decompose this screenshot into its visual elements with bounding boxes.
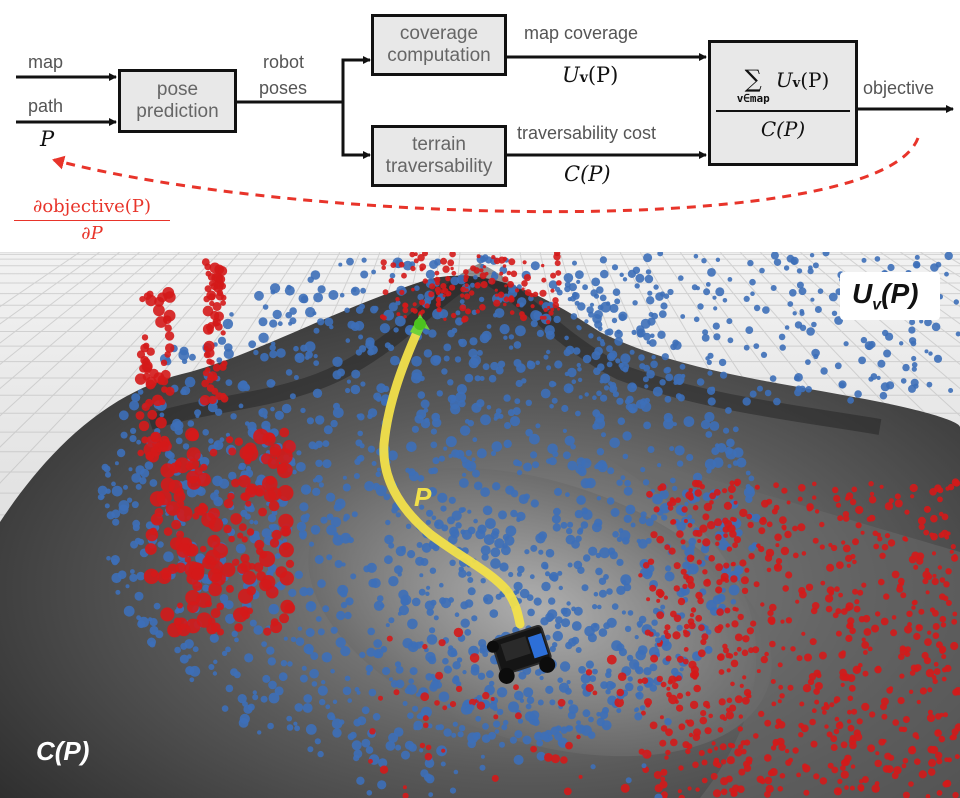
traversability-cost-label: traversability cost xyxy=(517,123,657,143)
objective-block: ∑ v∈map Uv(P) C(P) xyxy=(708,40,858,166)
coverage-tag-sub: v xyxy=(872,296,882,314)
pose-prediction-block: pose prediction xyxy=(118,69,237,133)
pipeline-arrows xyxy=(16,53,954,214)
pose-prediction-line-2: prediction xyxy=(136,101,219,122)
traversability-cost-symbol: C(P) xyxy=(564,162,611,186)
arrow-fork-down xyxy=(341,102,371,159)
terrain-traversability-block: terrain traversability xyxy=(371,125,507,187)
coverage-tag: Uv(P) xyxy=(852,278,918,315)
numerator-term-base: U xyxy=(775,68,793,92)
map-coverage-symbol-arg: (P) xyxy=(587,63,619,87)
terrain-right-slope xyxy=(600,452,960,798)
coverage-computation-line-2: computation xyxy=(387,45,491,66)
coverage-tag-base: U xyxy=(852,278,873,309)
coverage-tag-arg: (P) xyxy=(881,278,919,309)
input-path-label: path xyxy=(28,96,64,116)
robot xyxy=(486,624,556,684)
robot-poses-label-2: poses xyxy=(259,78,308,98)
coverage-computation-line-1: coverage xyxy=(399,23,479,44)
cost-tag: C(P) xyxy=(36,736,90,766)
robot-poses-label-1: robot xyxy=(263,52,305,72)
sum-subscript: v∈map xyxy=(736,92,770,105)
sum-operator: ∑ v∈map xyxy=(737,66,770,106)
sum-symbol: ∑ xyxy=(744,65,762,93)
objective-label: objective xyxy=(863,78,935,98)
gradient-numerator: ∂objective(P) xyxy=(33,196,151,217)
map-coverage-label: map coverage xyxy=(524,23,639,43)
numerator-term-sub: v xyxy=(792,76,801,91)
map-coverage-symbol-base: U xyxy=(562,63,580,87)
gradient-fraction-bar xyxy=(14,220,170,221)
fraction-bar xyxy=(716,110,850,112)
objective-denominator: C(P) xyxy=(760,117,806,141)
terrain-ridge xyxy=(147,263,882,435)
input-path-symbol: P xyxy=(40,127,55,151)
input-map-label: map xyxy=(28,52,64,72)
scene-canvas xyxy=(0,252,960,798)
point-cloud xyxy=(97,252,960,798)
path-tag: P xyxy=(414,482,432,512)
scene-render: Uv(P) P C(P) xyxy=(0,252,960,798)
pose-prediction-line-1: pose xyxy=(156,79,199,100)
gradient-arrow xyxy=(52,137,920,214)
gradient-expression: ∂objective(P) ∂P xyxy=(14,196,170,245)
arrow-fork-up xyxy=(341,56,371,102)
gradient-denominator: ∂P xyxy=(81,223,103,244)
map-coverage-symbol: Uv(P) xyxy=(562,63,618,87)
terrain-traversability-line-2: traversability xyxy=(385,156,493,177)
objective-numerator: ∑ v∈map Uv(P) xyxy=(737,66,830,106)
robot-path xyxy=(379,325,525,629)
coverage-tag-box xyxy=(840,272,940,320)
map-coverage-symbol-sub: v xyxy=(579,70,588,86)
numerator-term-arg: (P) xyxy=(800,68,830,92)
goal-marker xyxy=(410,314,430,336)
terrain-traversability-line-1: terrain xyxy=(412,134,466,155)
numerator-term: Uv(P) xyxy=(776,66,829,98)
coverage-computation-block: coverage computation xyxy=(371,14,507,76)
